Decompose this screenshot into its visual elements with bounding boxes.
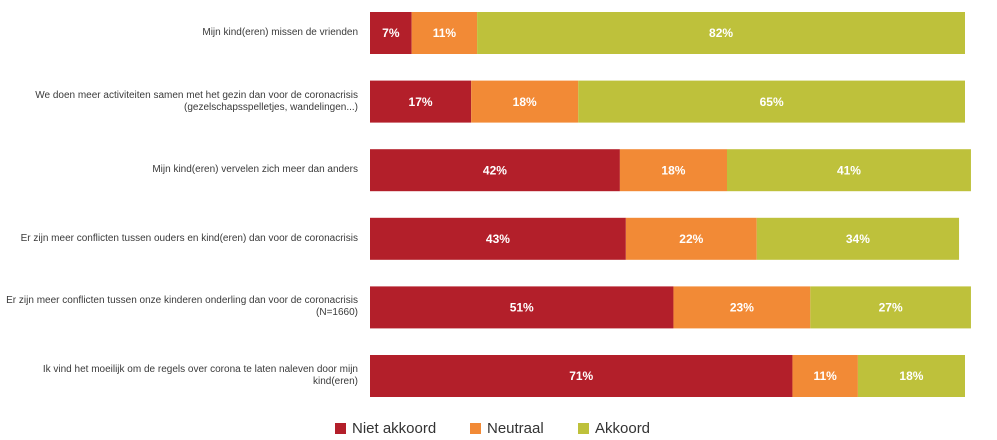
bar-segment (673, 286, 811, 329)
bar-segment (370, 217, 626, 260)
category-label: Mijn kind(eren) vervelen zich meer dan a… (152, 164, 358, 176)
legend-swatch (335, 423, 346, 434)
bar-segment (619, 149, 727, 192)
legend-swatch (470, 423, 481, 434)
bar-segment (370, 286, 674, 329)
bar-segment (792, 355, 858, 397)
value-label: 18% (513, 95, 537, 109)
bar-segment (578, 80, 965, 123)
bar-segment (756, 217, 960, 260)
bar-segment (810, 286, 971, 329)
value-label: 17% (409, 95, 433, 109)
legend-swatch (578, 423, 589, 434)
value-label: 7% (382, 26, 400, 40)
category-label: Ik vind het moeilijk om de regels over c… (42, 364, 358, 387)
value-label: 71% (569, 369, 593, 383)
value-label: 11% (433, 26, 457, 40)
category-label: Er zijn meer conflicten tussen ouders en… (20, 232, 358, 244)
legend-label: Neutraal (487, 420, 544, 437)
category-label: We doen meer activiteiten samen met het … (35, 89, 358, 113)
value-label: 23% (730, 301, 754, 315)
bar-segment (727, 149, 971, 192)
bar-segment (370, 149, 620, 192)
value-label: 42% (483, 163, 507, 177)
value-label: 82% (709, 26, 733, 40)
bar-segment (411, 12, 478, 54)
bar-segment (370, 355, 793, 397)
category-label: Er zijn meer conflicten tussen onze kind… (6, 295, 358, 319)
value-label: 51% (510, 301, 534, 315)
bar-segment (370, 80, 472, 123)
legend-label: Akkoord (595, 420, 651, 437)
legend-item: Niet akkoord (335, 420, 436, 437)
bar-segment (471, 80, 579, 123)
value-label: 11% (813, 369, 837, 383)
value-label: 18% (661, 163, 685, 177)
value-label: 41% (837, 163, 861, 177)
bar-segment (370, 12, 412, 54)
value-label: 43% (486, 232, 510, 246)
legend-label: Niet akkoord (352, 420, 437, 437)
category-label: Mijn kind(eren) missen de vrienden (202, 27, 358, 38)
legend-item: Neutraal (470, 420, 544, 437)
value-label: 65% (760, 95, 784, 109)
bar-segment (625, 217, 757, 260)
value-label: 34% (846, 232, 870, 246)
bar-segment (477, 12, 965, 54)
value-label: 18% (899, 369, 923, 383)
value-label: 22% (679, 232, 703, 246)
value-label: 27% (879, 301, 903, 315)
bar-segment (857, 355, 965, 397)
legend-item: Akkoord (578, 420, 650, 437)
